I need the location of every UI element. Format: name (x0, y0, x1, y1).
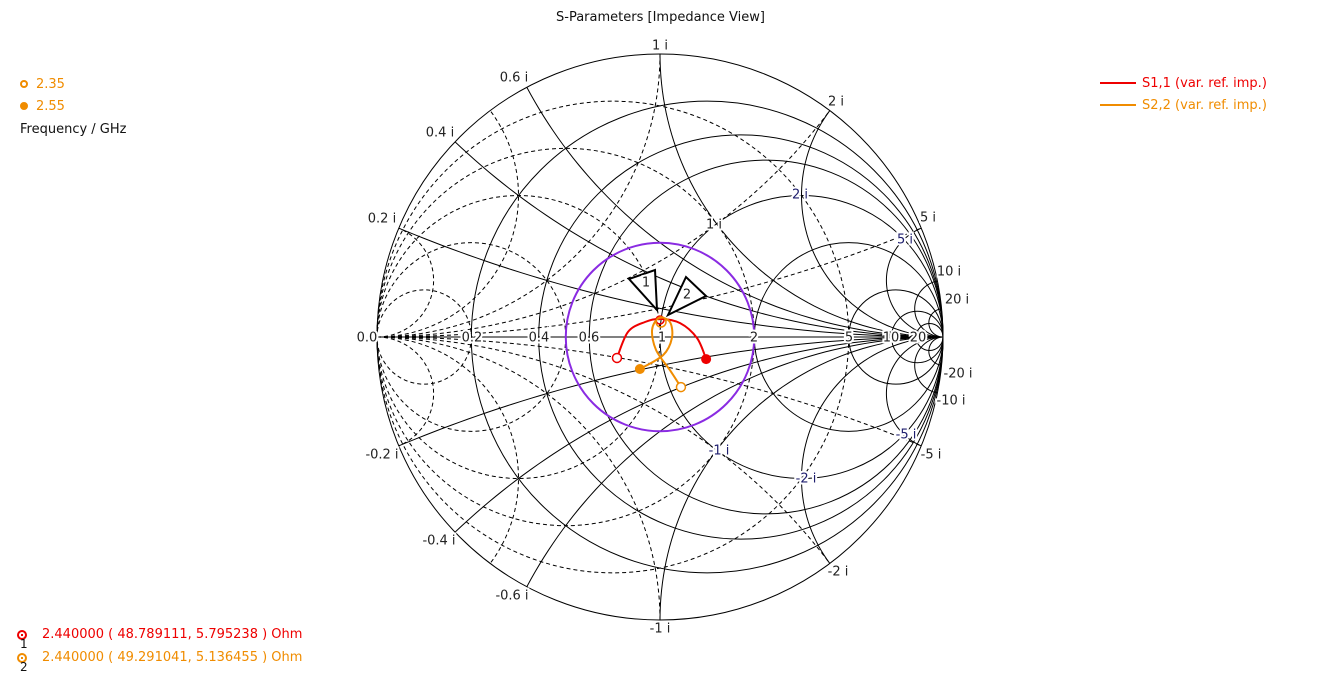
reactance-arc (928, 308, 944, 338)
reactance-arc (398, 227, 944, 338)
outer-reactance-label: 5 i (920, 211, 936, 226)
outer-reactance-label: 0.2 i (368, 212, 396, 227)
outer-reactance-label: 2 i (828, 95, 844, 110)
start-point (611, 352, 623, 364)
reactance-arc (914, 280, 944, 338)
reactance-arc (801, 110, 944, 338)
inner-reactance-label: -2 i (796, 472, 817, 487)
real-axis-label: 0.0 (357, 331, 378, 346)
admittance-b-arc (376, 336, 831, 564)
open-circle-icon (20, 80, 28, 88)
chart-title: S-Parameters [Impedance View] (556, 10, 765, 25)
series-legend: S1,1 (var. ref. imp.) S2,2 (var. ref. im… (1100, 72, 1267, 116)
outer-reactance-label: -5 i (921, 448, 942, 463)
legend-label: S2,2 (var. ref. imp.) (1142, 97, 1267, 113)
outer-reactance-label: -0.4 i (422, 534, 455, 549)
reactance-arc (659, 336, 944, 621)
trace-s11 (616, 317, 708, 360)
reactance-arc (885, 336, 944, 447)
inner-reactance-label: 5 i (897, 233, 913, 248)
admittance-b-arc (376, 336, 435, 447)
outer-reactance-label: 10 i (937, 265, 961, 280)
legend-line-icon (1100, 82, 1136, 84)
marker-text: 2.440000 ( 49.291041, 5.136455 ) Ohm (42, 650, 303, 665)
outer-reactance-label: 20 i (945, 293, 969, 308)
outer-reactance-label: 1 i (652, 39, 668, 54)
reactance-arc (526, 336, 944, 587)
vswr-circle (564, 241, 756, 433)
end-point (701, 354, 712, 365)
admittance-b-arc (376, 227, 435, 338)
marker-icon: 2 (16, 652, 28, 674)
inner-reactance-label: -1 i (709, 444, 730, 459)
real-axis-label: 10 (883, 331, 900, 346)
outer-reactance-label: -0.2 i (365, 448, 398, 463)
marker-1-flag (627, 268, 659, 313)
real-axis-label: 0.4 (529, 331, 550, 346)
reactance-arc (914, 336, 944, 394)
admittance-b-arc (376, 110, 831, 338)
freq-unit-label: Frequency / GHz (20, 121, 127, 137)
outer-reactance-label: -2 i (828, 565, 849, 580)
admittance-b-arc (376, 227, 922, 338)
marker-icon: 1 (16, 629, 28, 651)
freq-end: 2.55 (36, 98, 65, 114)
outer-reactance-label: -10 i (937, 394, 966, 409)
admittance-b-arc (376, 336, 922, 447)
reactance-arc (885, 227, 944, 338)
filled-circle-icon (20, 102, 28, 110)
reactance-arc (928, 336, 944, 366)
marker-readouts: 1 2.440000 ( 48.789111, 5.795238 ) Ohm 2… (16, 623, 303, 674)
reactance-arc (454, 141, 944, 338)
marker-readout-2: 2 2.440000 ( 49.291041, 5.136455 ) Ohm (16, 646, 303, 674)
marker-2-point (655, 316, 667, 328)
real-axis-label: 5 (845, 331, 853, 346)
admittance-b-arc (376, 110, 519, 338)
outer-reactance-label: -0.6 i (495, 589, 528, 604)
reactance-arc (801, 336, 944, 564)
real-axis-label: 0.2 (462, 331, 483, 346)
frequency-legend: 2.35 2.55 Frequency / GHz (20, 73, 126, 140)
real-axis-label: 0.6 (579, 331, 600, 346)
inner-reactance-label: 1 i (706, 218, 722, 233)
real-axis-label: 2 (750, 331, 758, 346)
inner-reactance-label: -5 i (896, 428, 917, 443)
legend-line-icon (1100, 104, 1136, 106)
start-point (675, 381, 687, 393)
unit-circle (376, 53, 944, 621)
inner-reactance-label: 2 i (792, 188, 808, 203)
outer-reactance-label: 0.4 i (426, 126, 454, 141)
legend-item-s22[interactable]: S2,2 (var. ref. imp.) (1100, 94, 1267, 116)
reactance-arc (526, 87, 944, 338)
marker-text: 2.440000 ( 48.789111, 5.795238 ) Ohm (42, 627, 303, 642)
outer-reactance-label: -20 i (944, 367, 973, 382)
legend-item-s11[interactable]: S1,1 (var. ref. imp.) (1100, 72, 1267, 94)
freq-start: 2.35 (36, 76, 65, 92)
real-axis-label: 1 (658, 331, 666, 346)
marker-2-flag-label: 2 (683, 288, 691, 303)
admittance-b-arc (376, 336, 519, 564)
outer-reactance-label: -1 i (650, 622, 671, 637)
legend-label: S1,1 (var. ref. imp.) (1142, 75, 1267, 91)
real-axis-label: 20 (910, 331, 927, 346)
marker-1-flag-label: 1 (642, 276, 650, 291)
marker-readout-1: 1 2.440000 ( 48.789111, 5.795238 ) Ohm (16, 623, 303, 651)
reactance-arc (659, 53, 944, 338)
outer-reactance-label: 0.6 i (500, 71, 528, 86)
marker-2-flag (665, 275, 708, 318)
end-point (634, 363, 645, 374)
